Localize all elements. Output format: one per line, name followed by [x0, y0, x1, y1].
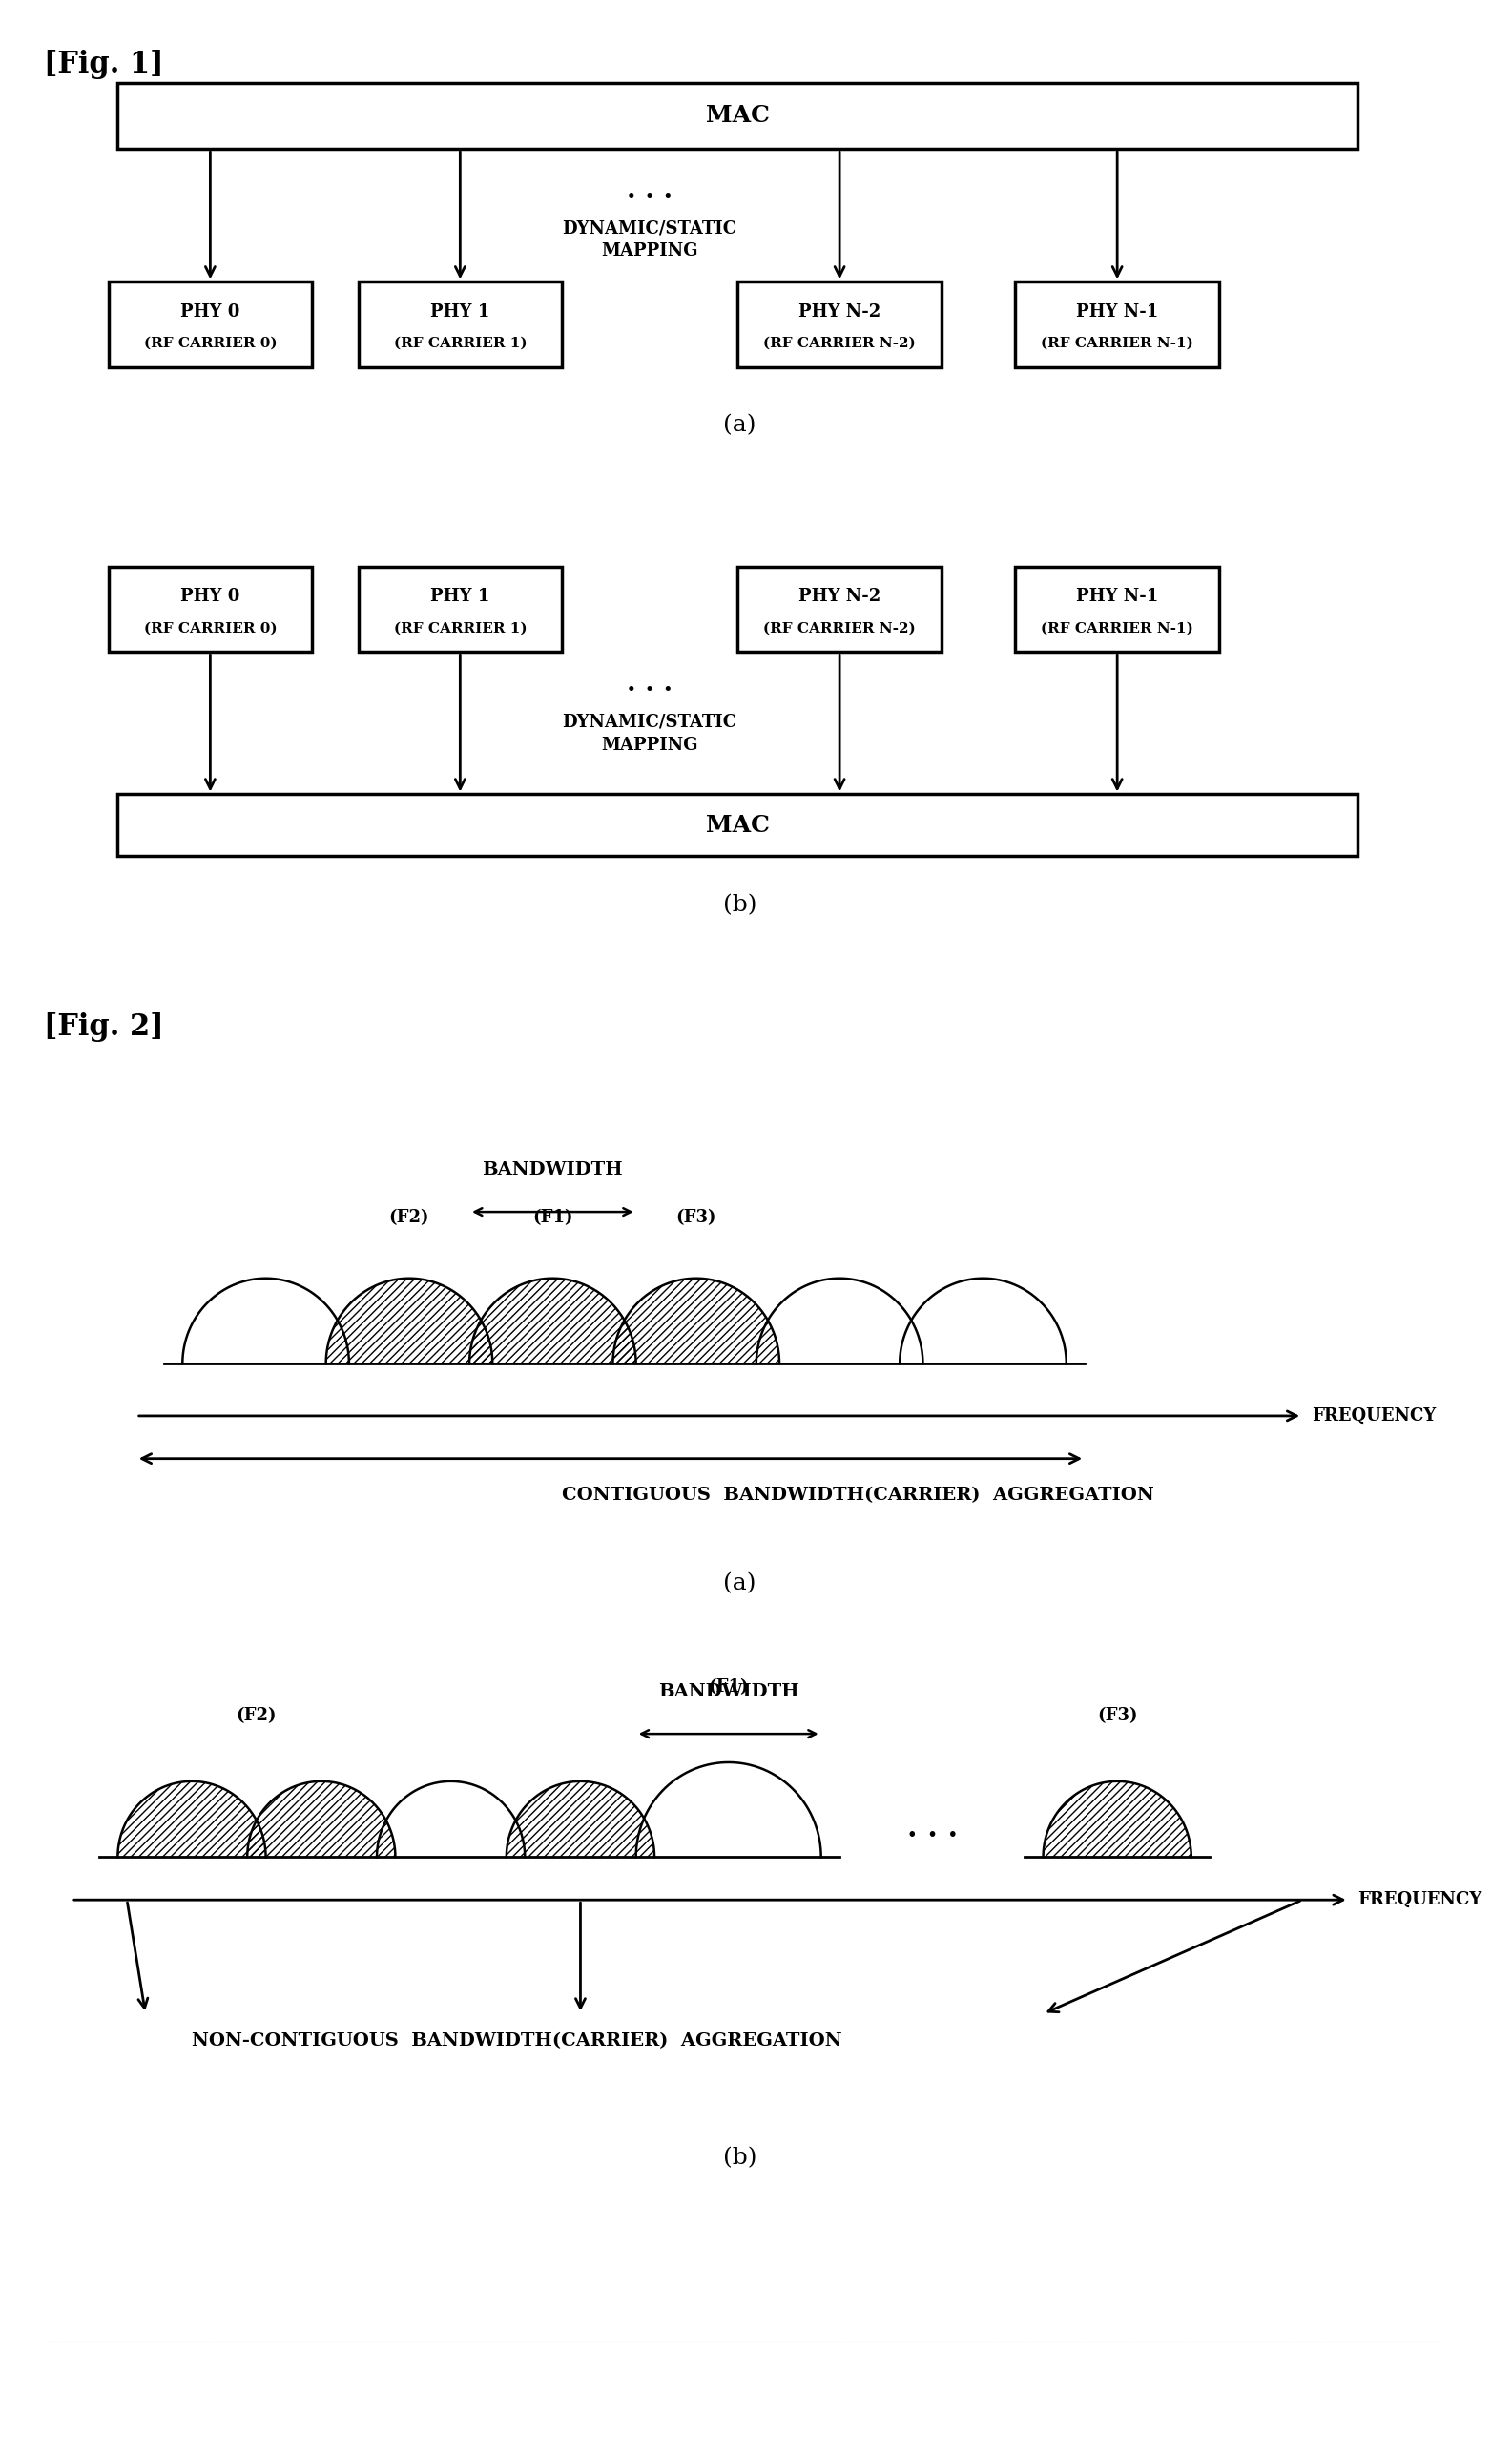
- Bar: [738, 282, 942, 368]
- Bar: [109, 282, 311, 368]
- Text: (RF CARRIER N-1): (RF CARRIER N-1): [1040, 621, 1193, 634]
- Text: MAC: MAC: [706, 813, 770, 837]
- Text: PHY 1: PHY 1: [431, 302, 490, 319]
- Text: . . .: . . .: [907, 1815, 957, 1844]
- Text: DYNAMIC/STATIC
MAPPING: DYNAMIC/STATIC MAPPING: [562, 221, 738, 260]
- Text: BANDWIDTH: BANDWIDTH: [482, 1162, 623, 1179]
- Text: . . .: . . .: [627, 177, 673, 204]
- Text: PHY N-2: PHY N-2: [798, 587, 880, 604]
- Text: . . .: . . .: [627, 670, 673, 698]
- Text: (F2): (F2): [389, 1208, 429, 1226]
- Bar: [109, 567, 311, 651]
- Bar: [358, 567, 562, 651]
- Text: PHY N-2: PHY N-2: [798, 302, 880, 319]
- Text: (b): (b): [723, 894, 756, 916]
- Text: CONTIGUOUS  BANDWIDTH(CARRIER)  AGGREGATION: CONTIGUOUS BANDWIDTH(CARRIER) AGGREGATIO…: [562, 1486, 1154, 1503]
- Bar: [1016, 282, 1219, 368]
- Text: MAC: MAC: [706, 103, 770, 128]
- Text: (RF CARRIER N-1): (RF CARRIER N-1): [1040, 336, 1193, 351]
- Text: (F1): (F1): [532, 1208, 573, 1226]
- Bar: [118, 84, 1358, 150]
- Text: [Fig. 2]: [Fig. 2]: [44, 1012, 163, 1041]
- Text: (RF CARRIER 0): (RF CARRIER 0): [144, 336, 277, 351]
- Text: (F3): (F3): [1096, 1707, 1137, 1724]
- Text: PHY 1: PHY 1: [431, 587, 490, 604]
- Bar: [358, 282, 562, 368]
- Text: (F1): (F1): [708, 1680, 748, 1695]
- Text: PHY 0: PHY 0: [180, 587, 240, 604]
- Text: DYNAMIC/STATIC
MAPPING: DYNAMIC/STATIC MAPPING: [562, 715, 738, 754]
- Text: (RF CARRIER 1): (RF CARRIER 1): [393, 621, 526, 634]
- Bar: [738, 567, 942, 651]
- Text: [Fig. 1]: [Fig. 1]: [44, 49, 163, 79]
- Text: (RF CARRIER 0): (RF CARRIER 0): [144, 621, 277, 634]
- Text: (b): (b): [723, 2147, 756, 2169]
- Text: (F2): (F2): [236, 1707, 277, 1724]
- Bar: [1016, 567, 1219, 651]
- Text: FREQUENCY: FREQUENCY: [1358, 1891, 1482, 1908]
- Text: (a): (a): [723, 415, 756, 437]
- Text: PHY N-1: PHY N-1: [1077, 587, 1158, 604]
- Text: PHY 0: PHY 0: [180, 302, 240, 319]
- Text: (a): (a): [723, 1572, 756, 1594]
- Text: FREQUENCY: FREQUENCY: [1311, 1407, 1436, 1424]
- Text: BANDWIDTH: BANDWIDTH: [658, 1682, 798, 1700]
- Text: (RF CARRIER N-2): (RF CARRIER N-2): [764, 621, 916, 634]
- Text: (F3): (F3): [676, 1208, 717, 1226]
- Text: (RF CARRIER N-2): (RF CARRIER N-2): [764, 336, 916, 351]
- Text: (RF CARRIER 1): (RF CARRIER 1): [393, 336, 526, 351]
- Text: NON-CONTIGUOUS  BANDWIDTH(CARRIER)  AGGREGATION: NON-CONTIGUOUS BANDWIDTH(CARRIER) AGGREG…: [192, 2034, 842, 2051]
- Bar: [118, 793, 1358, 857]
- Text: PHY N-1: PHY N-1: [1077, 302, 1158, 319]
